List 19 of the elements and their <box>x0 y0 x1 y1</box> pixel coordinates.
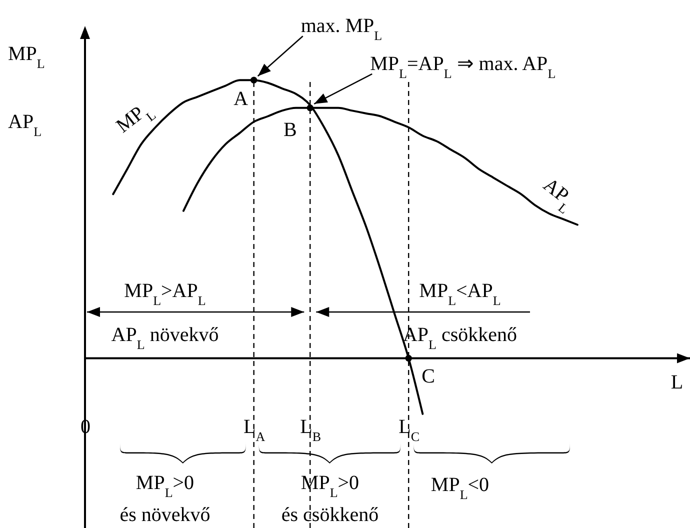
annotation: max. MP$_{L}$ <box>300 15 382 43</box>
annotation: MP$_{L}$<AP$_{L}$ <box>419 280 501 308</box>
text: MP$_{L}$>0 <box>136 472 194 500</box>
annotation: B <box>283 118 297 141</box>
annotation: AP$_{L}$ növekvő <box>111 324 219 352</box>
annotation: AP$_{L}$ csökkenő <box>402 324 518 352</box>
x-tick-label: L$_{B}$ <box>300 416 322 444</box>
annotation: MP$_{L}$>AP$_{L}$ <box>124 280 206 308</box>
text: MP$_{L}$>0 <box>300 472 360 500</box>
text: és csökkenő <box>281 504 379 526</box>
text: MP$_{L}$<0 <box>430 474 490 502</box>
x-axis-title: L <box>670 371 684 394</box>
text: és növekvő <box>120 504 210 526</box>
annotation: C <box>422 365 435 388</box>
x-tick-label: L$_{A}$ <box>244 416 266 444</box>
annotation: MP$_{L}$=AP$_{L}$ ⇒ max. AP$_{L}$ <box>370 52 556 80</box>
text: MP$_{L}$ AP$_{L}$ <box>8 43 45 138</box>
annotation: A <box>234 88 249 110</box>
x-tick-label: L$_{C}$ <box>398 416 420 444</box>
